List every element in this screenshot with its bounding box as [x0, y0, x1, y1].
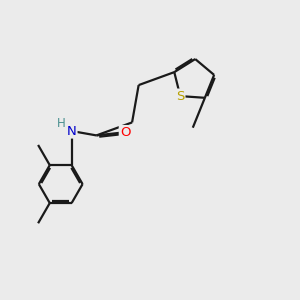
- Text: H: H: [57, 117, 66, 130]
- Text: O: O: [120, 126, 130, 139]
- Text: N: N: [67, 124, 76, 137]
- Text: S: S: [176, 90, 184, 103]
